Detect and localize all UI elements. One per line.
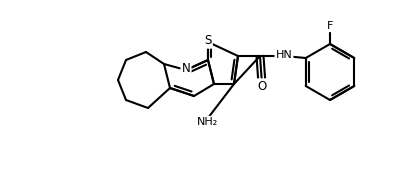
Text: F: F [327,21,333,31]
Text: O: O [257,80,266,93]
Text: N: N [182,62,191,75]
Text: HN: HN [276,50,293,60]
Text: S: S [204,35,212,48]
Text: NH₂: NH₂ [197,117,219,127]
